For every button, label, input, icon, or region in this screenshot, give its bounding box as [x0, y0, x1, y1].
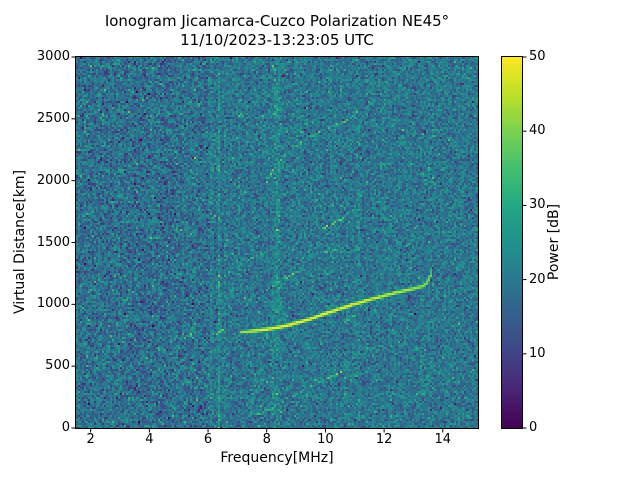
plot-subtitle: 11/10/2023-13:23:05 UTC	[180, 31, 374, 49]
y-tick-label: 1000	[36, 296, 70, 312]
colorbar-tick-label: 20	[529, 271, 546, 287]
y-tick-label: 2000	[36, 172, 70, 188]
x-tick-label: 10	[317, 432, 334, 447]
y-tick-label: 3000	[36, 49, 70, 64]
x-tick-label: 14	[434, 432, 452, 447]
y-tick-label: 2500	[36, 110, 70, 126]
colorbar-tick-label: 50	[529, 49, 546, 64]
y-tick-label: 500	[45, 358, 70, 374]
colorbar-tick-label: 40	[529, 123, 546, 139]
colorbar-tick-label: 0	[529, 420, 538, 435]
x-axis-label: Frequency[MHz]	[220, 450, 334, 466]
x-tick-label: 2	[86, 432, 95, 447]
y-tick-label: 0	[61, 420, 70, 435]
x-tick-label: 6	[203, 432, 213, 447]
y-tick-label: 1500	[36, 234, 70, 250]
x-tick-label: 12	[375, 432, 393, 447]
ionogram-heatmap-canvas	[76, 57, 478, 428]
plot-title: Ionogram Jicamarca-Cuzco Polarization NE…	[104, 12, 450, 30]
colorbar-tick-label: 10	[529, 345, 546, 361]
colorbar-canvas	[502, 57, 522, 428]
x-tick-label: 8	[262, 432, 271, 447]
x-tick-label: 4	[145, 432, 154, 447]
colorbar-tick-label: 30	[529, 197, 546, 213]
